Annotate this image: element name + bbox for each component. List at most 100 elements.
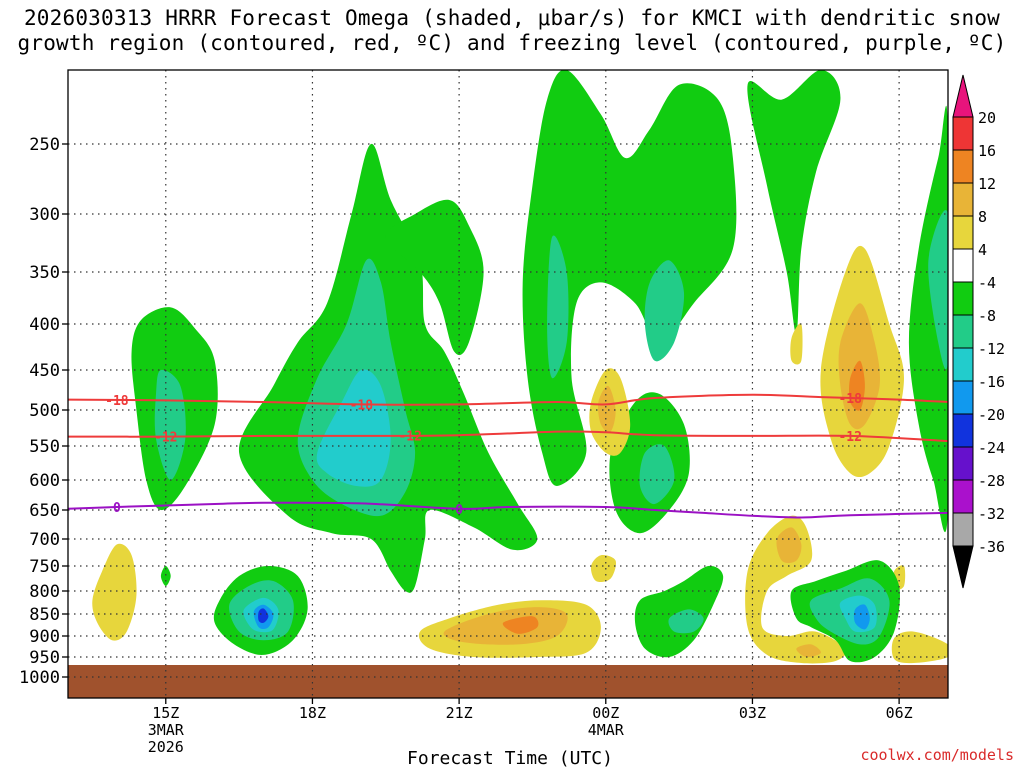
colorbar-label-7: -12 xyxy=(978,340,1005,358)
colorbar-bin-11 xyxy=(952,446,974,481)
omega-region-41 xyxy=(160,566,171,586)
colorbar-bin-6 xyxy=(952,281,974,316)
omega-region-4 xyxy=(316,369,391,487)
omega-region-23 xyxy=(745,515,847,664)
colorbar-bin-7 xyxy=(952,314,974,349)
colorbar-bin-4 xyxy=(952,215,974,250)
colorbar-label-3: 8 xyxy=(978,208,987,226)
x-tick-label-21Z: 21Z xyxy=(446,704,473,722)
contour-line-0 xyxy=(68,393,948,406)
colorbar-label-11: -28 xyxy=(978,472,1005,490)
x-tick-label-03Z: 03Z xyxy=(739,704,766,722)
contour-label-2-1: 0 xyxy=(455,503,463,518)
colorbar-label-13: -36 xyxy=(978,538,1005,556)
y-tick-label-1000: 1000 xyxy=(19,668,60,688)
contours: -18 -18 -18 -12 -12 -12 0 0 xyxy=(68,392,948,519)
title-line-1: 2026030313 HRRR Forecast Omega (shaded, … xyxy=(23,6,1001,30)
colorbar-label-2: 12 xyxy=(978,175,996,193)
plot-frame xyxy=(67,69,949,699)
y-axis: 2503003504004505005506006507007508008509… xyxy=(19,135,68,688)
omega-region-9 xyxy=(644,260,685,362)
x-tick-label-15Z: 15Z xyxy=(152,704,179,722)
colorbar-bottom-arrow xyxy=(952,545,974,589)
omega-region-10 xyxy=(639,444,675,505)
colorbar-bin-9 xyxy=(952,380,974,415)
y-tick-label-900: 900 xyxy=(29,627,60,647)
omega-region-19 xyxy=(598,385,616,433)
x-tick-label-06Z: 06Z xyxy=(886,704,913,722)
contour-label-1-0: -12 xyxy=(154,431,177,446)
omega-region-29 xyxy=(790,323,803,365)
colorbar-label-9: -20 xyxy=(978,406,1005,424)
omega-region-13 xyxy=(928,210,948,370)
y-tick-label-950: 950 xyxy=(29,648,60,668)
contour-label-1-2: -12 xyxy=(838,430,861,445)
contour-label-0-1: -18 xyxy=(350,398,374,413)
colorbar-bin-8 xyxy=(952,347,974,382)
y-tick-label-300: 300 xyxy=(29,205,60,225)
omega-region-12 xyxy=(908,105,948,532)
omega-region-11 xyxy=(747,70,841,334)
omega-region-40 xyxy=(853,604,870,630)
omega-region-22 xyxy=(502,616,539,634)
omega-region-35 xyxy=(634,565,724,658)
y-tick-label-750: 750 xyxy=(29,557,60,577)
chart-title: 2026030313 HRRR Forecast Omega (shaded, … xyxy=(0,6,1024,56)
x-tick-label-18Z: 18Z xyxy=(299,704,326,722)
y-tick-label-650: 650 xyxy=(29,501,60,521)
contour-label-0-2: -18 xyxy=(838,392,862,407)
credit-text: coolwx.com/models xyxy=(860,746,1014,764)
omega-region-6 xyxy=(522,70,737,486)
colorbar-label-5: -4 xyxy=(978,274,996,292)
colorbar-label-8: -16 xyxy=(978,373,1005,391)
omega-region-34 xyxy=(258,608,269,624)
colorbar-bin-12 xyxy=(952,479,974,514)
colorbar-bin-10 xyxy=(952,413,974,448)
y-tick-label-400: 400 xyxy=(29,315,60,335)
title-line-2: growth region (contoured, red, ºC) and f… xyxy=(17,31,1007,55)
contour-line-2 xyxy=(68,501,948,519)
omega-region-1 xyxy=(154,369,186,480)
omega-region-14 xyxy=(92,543,137,641)
colorbar-label-0: 20 xyxy=(978,109,996,127)
colorbar: 20 16 12 8 4 -4 -8 -12 -16 -20 -24 -28 -32 -36 xyxy=(952,74,1005,589)
contour-line-1 xyxy=(68,430,948,442)
colorbar-bin-13 xyxy=(952,512,974,547)
x-axis-label: Forecast Time (UTC) xyxy=(407,748,613,769)
x-tick-date: 3MAR xyxy=(148,721,185,739)
ground-layer xyxy=(68,665,948,698)
y-tick-label-800: 800 xyxy=(29,582,60,602)
omega-region-26 xyxy=(590,555,617,583)
y-tick-label-700: 700 xyxy=(29,530,60,550)
colorbar-label-1: 16 xyxy=(978,142,996,160)
x-tick-year: 2026 xyxy=(148,738,184,756)
omega-region-25 xyxy=(796,644,821,658)
omega-shading xyxy=(92,70,948,664)
colorbar-label-10: -24 xyxy=(978,439,1005,457)
colorbar-label-12: -32 xyxy=(978,505,1005,523)
contour-label-2-0: 0 xyxy=(113,501,121,516)
y-tick-label-250: 250 xyxy=(29,135,60,155)
contour-label-0-0: -18 xyxy=(105,394,129,409)
y-tick-label-350: 350 xyxy=(29,263,60,283)
omega-region-27 xyxy=(891,631,948,664)
y-tick-label-500: 500 xyxy=(29,401,60,421)
colorbar-bin-2 xyxy=(952,149,974,184)
colorbar-label-6: -8 xyxy=(978,307,996,325)
y-tick-label-600: 600 xyxy=(29,471,60,491)
y-tick-label-550: 550 xyxy=(29,437,60,457)
x-tick-label-00Z: 00Z xyxy=(592,704,619,722)
colorbar-label-4: 4 xyxy=(978,241,987,259)
omega-region-8 xyxy=(547,235,569,379)
y-tick-label-450: 450 xyxy=(29,361,60,381)
colorbar-bin-5 xyxy=(952,248,974,283)
grid xyxy=(68,70,948,698)
x-tick-date: 4MAR xyxy=(588,721,625,739)
omega-region-24 xyxy=(776,527,802,563)
colorbar-bin-1 xyxy=(952,116,974,151)
ground-surface xyxy=(68,665,948,698)
colorbar-bin-3 xyxy=(952,182,974,217)
y-tick-label-850: 850 xyxy=(29,605,60,625)
